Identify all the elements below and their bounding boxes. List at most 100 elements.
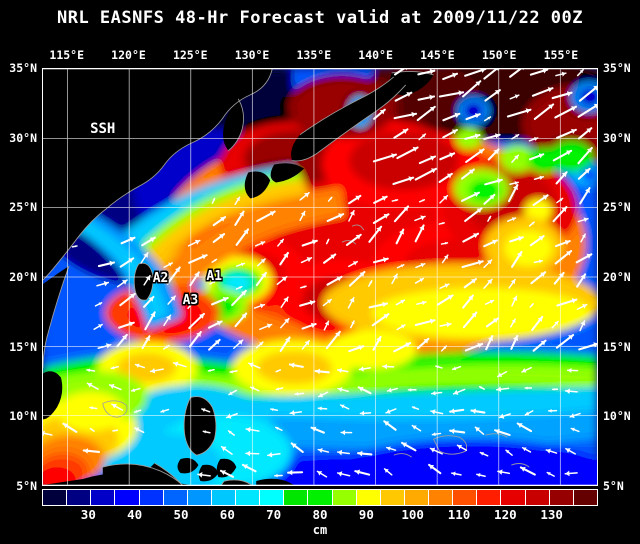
longitude-tick-label: 140°E: [358, 48, 393, 62]
velocity-vector-head: [318, 406, 322, 411]
velocity-vector-head: [248, 362, 254, 368]
velocity-vector-head: [358, 450, 363, 457]
velocity-vector-head: [402, 129, 408, 134]
velocity-vector-head: [454, 112, 460, 118]
velocity-vector-head: [83, 448, 89, 454]
velocity-vector-head: [336, 276, 342, 282]
velocity-vector-head: [520, 466, 526, 472]
velocity-vector-head: [246, 426, 251, 433]
velocity-vector-head: [514, 94, 519, 99]
latitude-tick-label: 20°N: [9, 270, 37, 284]
velocity-vector-head: [473, 233, 479, 239]
velocity-vector-head: [358, 386, 364, 392]
colorbar-cell: [284, 490, 309, 505]
ssh-contour-field: [43, 69, 597, 485]
velocity-vector-head: [310, 322, 316, 329]
velocity-vector-head: [566, 91, 572, 97]
colorbar-tick-label: 40: [127, 507, 143, 522]
velocity-vector-head: [506, 450, 510, 454]
velocity-vector-head: [564, 239, 570, 246]
velocity-vector-head: [383, 314, 389, 319]
velocity-vector-head: [429, 69, 435, 75]
colorbar-cell: [187, 490, 212, 505]
velocity-vector-head: [554, 321, 559, 326]
velocity-vector-head: [311, 426, 317, 432]
velocity-vector-head: [376, 226, 382, 232]
velocity-vector-head: [148, 296, 154, 302]
velocity-vector-head: [399, 229, 404, 235]
velocity-vector-head: [421, 300, 426, 306]
velocity-vector-head: [214, 259, 217, 262]
colorbar-cell: [115, 490, 140, 505]
velocity-vector-head: [443, 255, 448, 260]
velocity-vector-head: [112, 429, 115, 432]
velocity-vector-head: [274, 473, 278, 478]
velocity-vector-head: [496, 69, 499, 71]
velocity-vector-head: [338, 386, 343, 393]
velocity-vector-head: [160, 409, 165, 413]
velocity-vector-head: [259, 303, 265, 309]
velocity-vector-head: [566, 251, 572, 256]
velocity-vector-head: [337, 471, 343, 477]
velocity-vector-head: [111, 365, 115, 370]
velocity-vector-head: [450, 408, 455, 414]
velocity-vector-head: [497, 178, 502, 184]
velocity-vector-head: [250, 386, 255, 391]
ssh-map-panel[interactable]: SSH A2 A1 A3: [42, 68, 598, 486]
velocity-vector-head: [522, 69, 524, 71]
velocity-vector-head: [430, 409, 436, 415]
velocity-vector-head: [423, 338, 429, 344]
colorbar-cell: [67, 490, 92, 505]
velocity-vector-head: [351, 320, 355, 325]
velocity-vector-head: [208, 369, 211, 372]
velocity-vector-head: [405, 69, 407, 71]
velocity-vector-head: [586, 253, 592, 259]
velocity-vector-head: [518, 235, 523, 242]
velocity-vector-head: [522, 447, 527, 452]
velocity-vector-head: [337, 368, 343, 374]
velocity-vector-head: [525, 411, 530, 416]
velocity-vector-head: [212, 280, 217, 284]
velocity-vector: [483, 69, 498, 80]
velocity-vector-head: [446, 173, 452, 179]
velocity-vector-head: [324, 321, 330, 326]
velocity-vector-head: [391, 153, 396, 159]
velocity-vector-head: [429, 318, 435, 324]
velocity-vector-head: [283, 297, 289, 303]
velocity-vector-head: [197, 472, 203, 478]
colorbar-tick-label: 100: [401, 507, 424, 522]
velocity-vector-head: [43, 430, 45, 437]
velocity-vector-head: [444, 241, 448, 245]
velocity-vector-head: [542, 195, 548, 200]
ssh-colorbar[interactable]: [42, 489, 598, 506]
velocity-vector-head: [304, 340, 310, 346]
velocity-vector-head: [429, 94, 434, 101]
velocity-vector-head: [547, 87, 553, 93]
velocity-vector-head: [517, 423, 523, 428]
velocity-vector-head: [103, 280, 109, 287]
velocity-vector-head: [360, 410, 365, 416]
velocity-vector-head: [514, 155, 519, 160]
velocity-vector-head: [395, 198, 398, 202]
velocity-vector-head: [311, 239, 317, 245]
velocity-vector-head: [86, 368, 91, 373]
colorbar-cell: [501, 490, 526, 505]
velocity-vector-head: [548, 104, 554, 110]
velocity-vector-head: [531, 222, 535, 225]
velocity-vector-head: [486, 259, 492, 265]
latitude-tick-label: 15°N: [603, 339, 631, 354]
velocity-vector-head: [219, 234, 225, 239]
velocity-vector-head: [288, 469, 293, 476]
latitude-tick-label: 25°N: [9, 200, 37, 215]
velocity-vector-head: [194, 272, 199, 278]
velocity-vector-head: [429, 464, 435, 470]
velocity-vector-head: [267, 452, 273, 458]
velocity-vector-head: [452, 129, 457, 135]
velocity-vector-head: [243, 229, 249, 235]
velocity-vector-head: [203, 430, 207, 434]
colorbar-cell: [573, 490, 597, 505]
velocity-vector-head: [435, 365, 439, 369]
velocity-vector-head: [405, 342, 411, 348]
velocity-vector-head: [304, 192, 310, 198]
colorbar-cell: [236, 490, 261, 505]
